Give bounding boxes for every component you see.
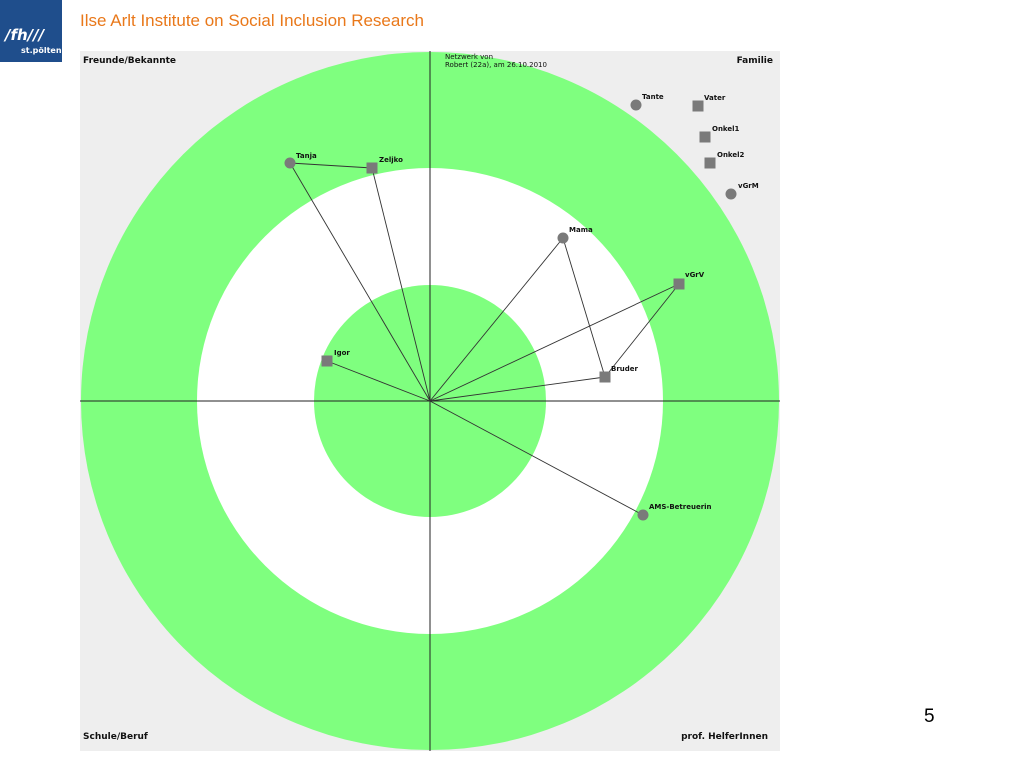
- header-title: Ilse Arlt Institute on Social Inclusion …: [80, 11, 424, 30]
- node-ams: [637, 509, 649, 521]
- edge-ego-vgrv: [429, 283, 680, 402]
- node-label-igor: Igor: [334, 349, 350, 357]
- node-igor: [321, 355, 333, 367]
- edge-tanja-zeljko: [289, 162, 373, 169]
- logo-text: /fh///: [5, 26, 45, 44]
- node-label-mama: Mama: [569, 226, 593, 234]
- node-label-onkel2: Onkel2: [717, 151, 745, 159]
- node-tante: [630, 99, 642, 111]
- node-label-bruder: Bruder: [611, 365, 639, 373]
- node-onkel2: [704, 157, 716, 169]
- edge-ego-ams: [429, 400, 644, 516]
- node-label-onkel1: Onkel1: [712, 125, 740, 133]
- node-label-zeljko: Zeljko: [379, 156, 403, 164]
- diagram-caption-line1: Netzwerk von: [445, 53, 493, 61]
- node-label-tanja: Tanja: [296, 152, 317, 160]
- edge-ego-bruder: [429, 376, 606, 402]
- edge-ego-igor: [326, 360, 431, 402]
- node-vgrv: [673, 278, 685, 290]
- edge-vgrv-bruder: [604, 283, 680, 378]
- node-label-ams: AMS-Betreuerin: [649, 503, 712, 511]
- node-vater: [692, 100, 704, 112]
- quadrant-label-top-left: Freunde/Bekannte: [83, 56, 176, 66]
- edge-mama-bruder: [562, 237, 606, 378]
- fh-logo: /fh/// st.pölten: [0, 0, 62, 62]
- quadrant-label-bottom-left: Schule/Beruf: [83, 732, 148, 742]
- edges: [289, 162, 680, 516]
- edge-ego-zeljko: [371, 167, 431, 402]
- node-bruder: [599, 371, 611, 383]
- quadrant-label-bottom-right: prof. HelferInnen: [681, 732, 768, 742]
- node-tanja: [284, 157, 296, 169]
- quadrant-label-top-right: Familie: [737, 56, 773, 66]
- node-label-tante: Tante: [642, 93, 664, 101]
- node-label-vgrv: vGrV: [685, 271, 705, 279]
- edge-ego-mama: [429, 237, 564, 402]
- node-onkel1: [699, 131, 711, 143]
- node-label-vater: Vater: [704, 94, 726, 102]
- logo-subtext: st.pölten: [21, 46, 62, 55]
- diagram-caption-line2: Robert (22a), am 26.10.2010: [445, 61, 547, 69]
- nodes: Tanja Zeljko Igor Mama vGrV Bruder AMS-Betreue…: [284, 93, 759, 521]
- node-label-vgrm: vGrM: [738, 182, 759, 190]
- node-vgrm: [725, 188, 737, 200]
- node-zeljko: [366, 162, 378, 174]
- edge-ego-tanja: [289, 162, 431, 402]
- slide-number: 5: [924, 706, 935, 727]
- node-mama: [557, 232, 569, 244]
